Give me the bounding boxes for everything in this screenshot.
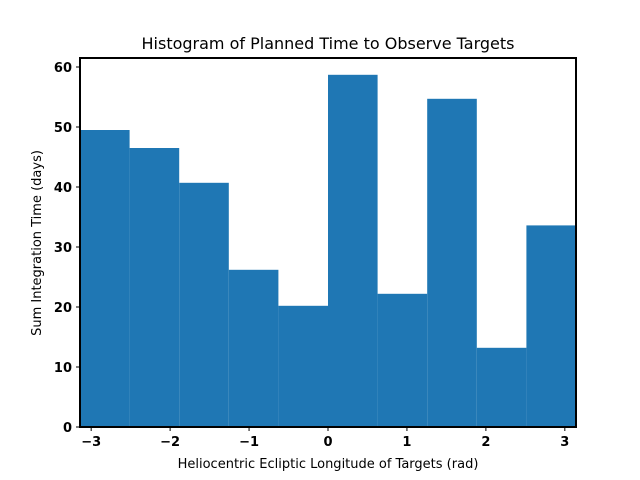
x-tick-label: 3 (560, 435, 569, 450)
y-tick-label: 40 (54, 181, 72, 196)
y-tick-label: 0 (63, 421, 72, 436)
bars-group (80, 74, 576, 428)
histogram-bar (278, 305, 328, 427)
histogram-bar (476, 347, 527, 427)
plot-frame (79, 57, 577, 428)
histogram-bar (328, 74, 378, 428)
histogram-bar (526, 225, 576, 427)
x-tick-label: 2 (481, 435, 490, 450)
x-tick-label: 0 (323, 435, 332, 450)
y-tick-label: 50 (54, 121, 72, 136)
x-tick-label: −1 (239, 435, 259, 450)
histogram-bar (228, 269, 279, 427)
x-tick-label: −2 (160, 435, 180, 450)
x-tick-label: −3 (81, 435, 101, 450)
histogram-bar (377, 293, 428, 427)
y-tick-label: 30 (54, 241, 72, 256)
y-axis-label: Sum Integration Time (days) (30, 150, 45, 336)
y-axis-ticks: 0 10 20 30 40 50 60 (54, 61, 80, 436)
x-tick-label: 1 (402, 435, 411, 450)
x-axis-label: Heliocentric Ecliptic Longitude of Targe… (178, 457, 479, 472)
histogram-bar (427, 98, 477, 428)
histogram-bar (80, 130, 130, 427)
y-tick-label: 60 (54, 61, 72, 76)
y-tick-label: 10 (54, 361, 72, 376)
histogram-bar (179, 182, 229, 427)
chart-title: Histogram of Planned Time to Observe Tar… (142, 34, 515, 53)
histogram-bar (129, 148, 180, 427)
x-axis-ticks: −3 −2 −1 0 1 2 3 (81, 427, 569, 450)
y-tick-label: 20 (54, 301, 72, 316)
